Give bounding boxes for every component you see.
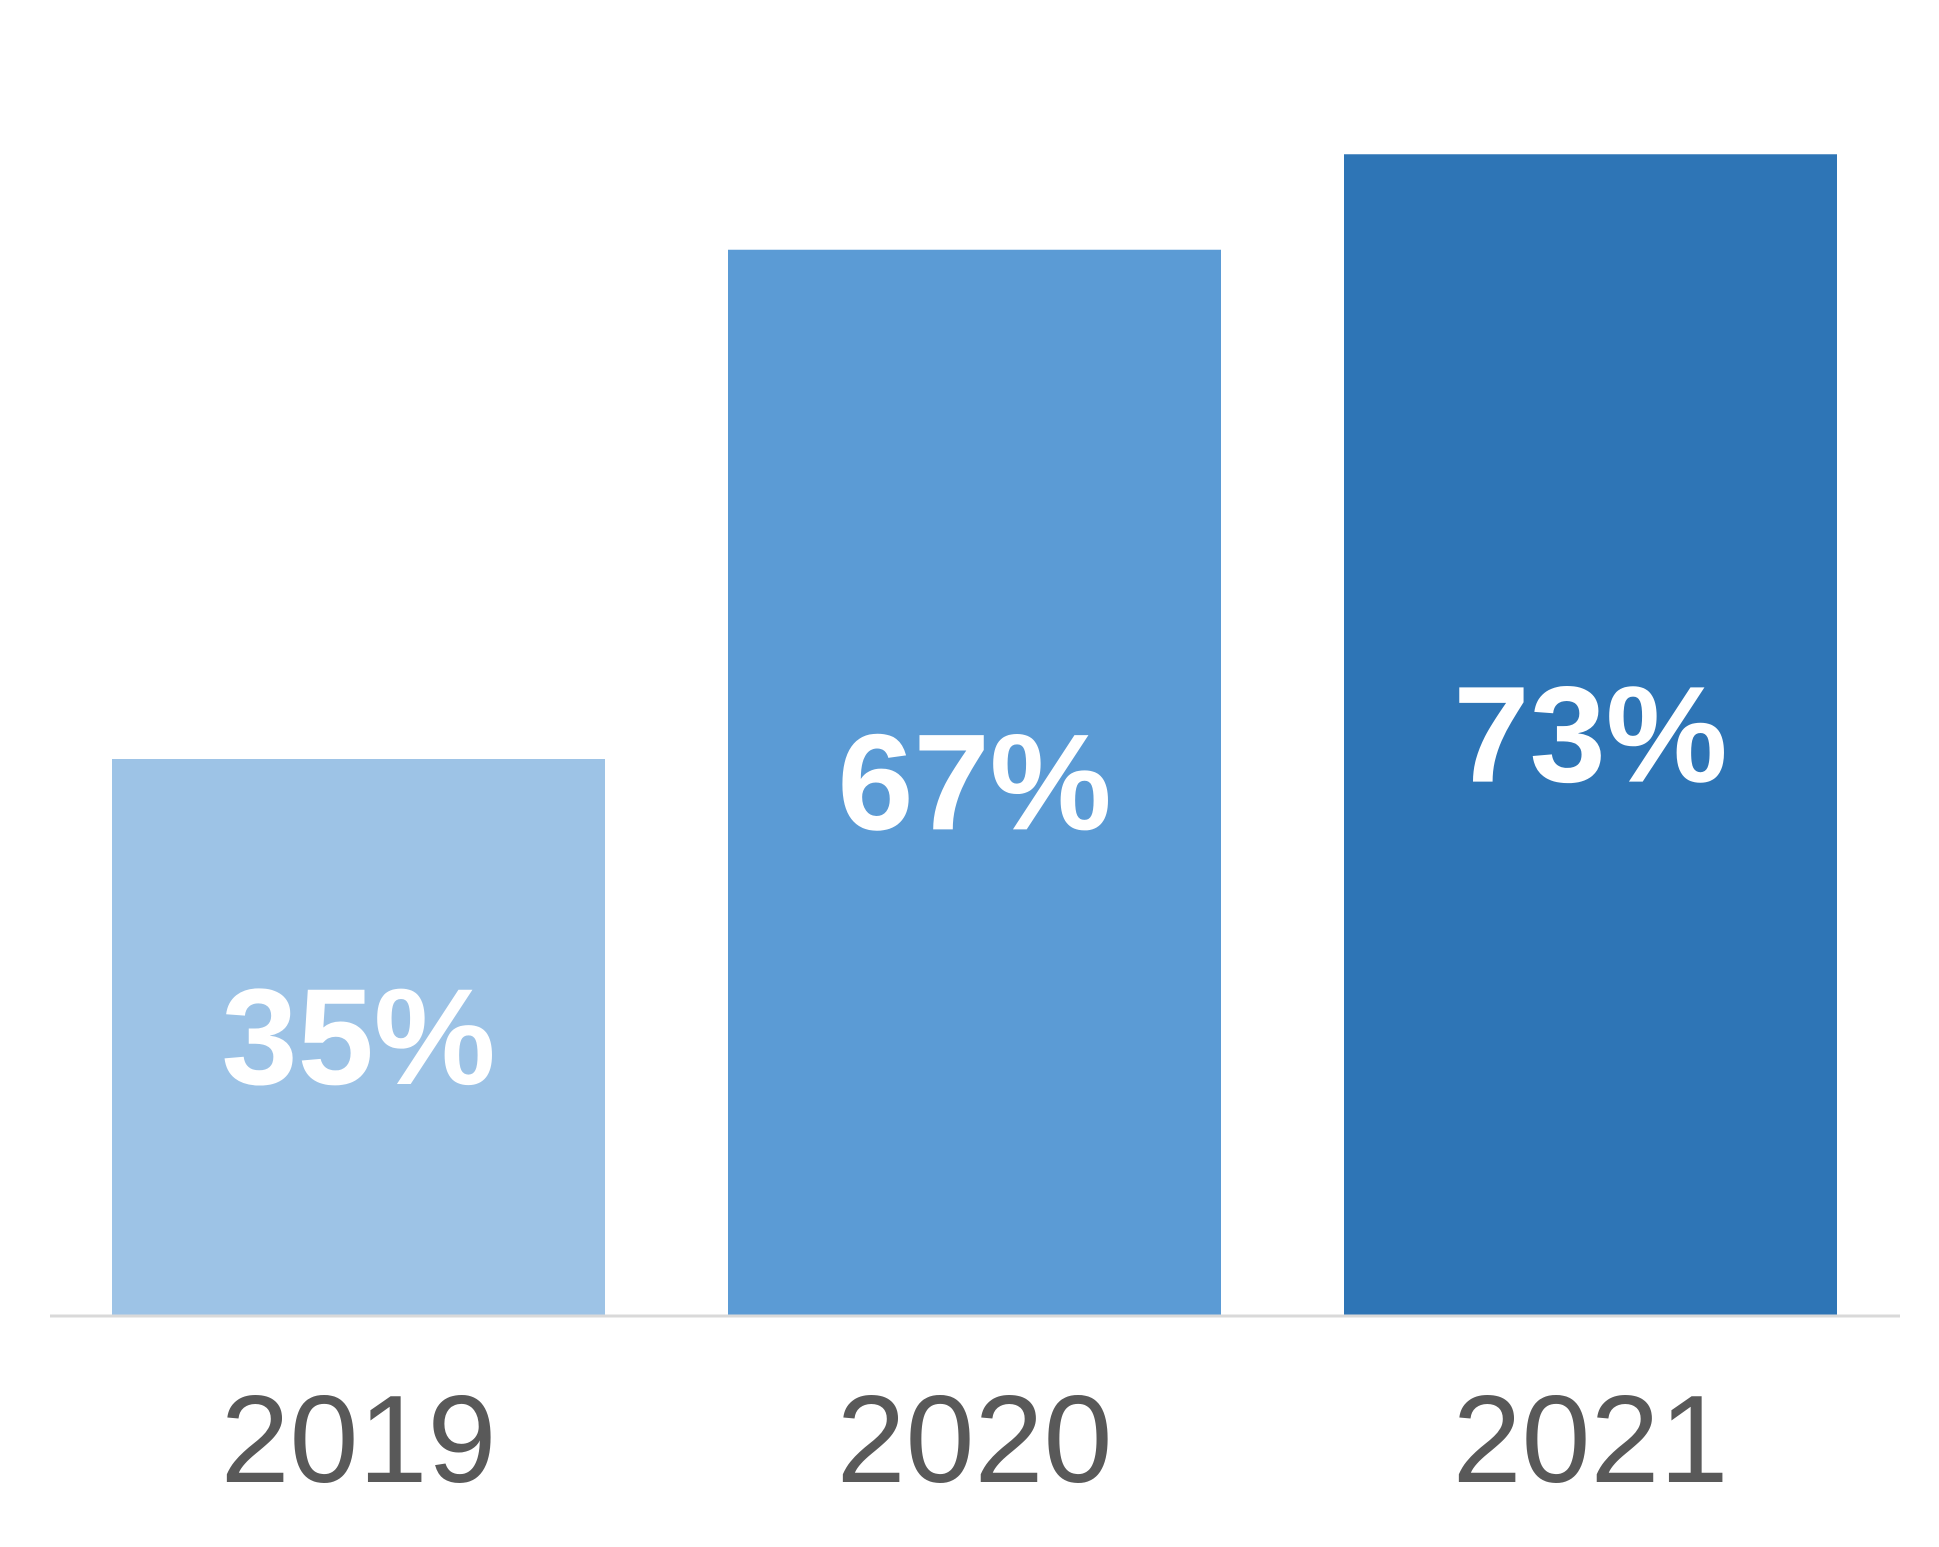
x-axis-tick-labels: 2019 2020 2021 <box>221 1371 1729 1509</box>
bar-value-label-2019: 35% <box>221 961 495 1114</box>
bar-value-label-2021: 73% <box>1453 659 1727 812</box>
bars <box>112 154 1837 1317</box>
x-tick-label-2019: 2019 <box>221 1371 497 1509</box>
x-tick-label-2020: 2020 <box>837 1371 1113 1509</box>
bar-2020 <box>728 249 1221 1316</box>
bar-value-label-2020: 67% <box>837 706 1111 859</box>
bar-2019 <box>112 759 605 1316</box>
x-tick-label-2021: 2021 <box>1453 1371 1729 1509</box>
bar-2021 <box>1344 154 1837 1317</box>
bar-value-labels: 35% 67% 73% <box>221 659 1727 1114</box>
